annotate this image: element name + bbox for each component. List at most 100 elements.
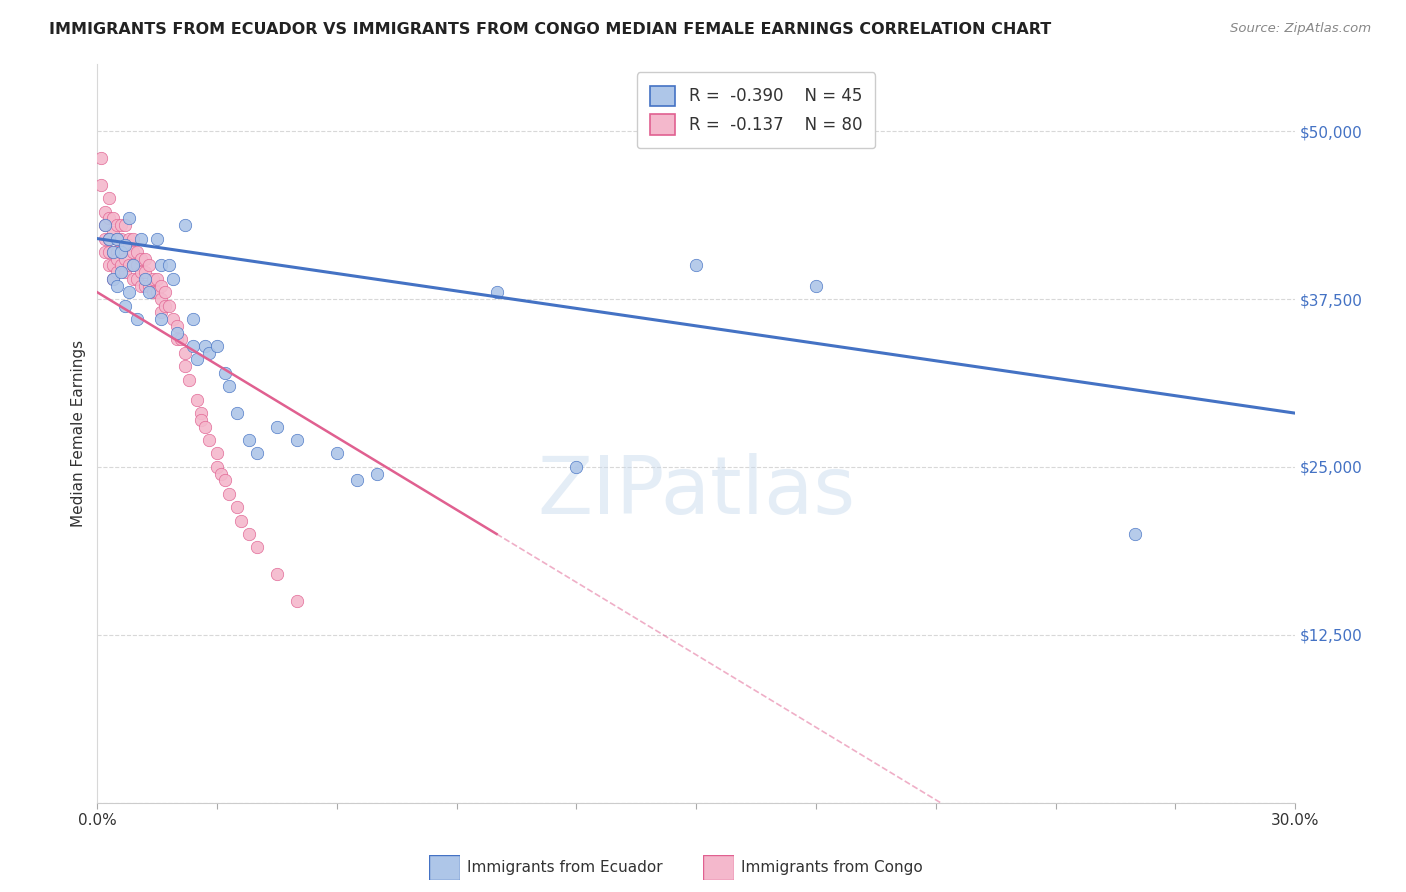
Point bbox=[129, 278, 152, 293]
Point bbox=[146, 272, 169, 286]
Point bbox=[246, 541, 269, 555]
Point bbox=[110, 245, 132, 260]
Legend: R =  -0.390    N = 45, R =  -0.137    N = 80: R = -0.390 N = 45, R = -0.137 N = 80 bbox=[637, 72, 876, 148]
Point bbox=[105, 245, 128, 260]
Y-axis label: Median Female Earnings: Median Female Earnings bbox=[72, 340, 86, 527]
Point bbox=[127, 259, 149, 273]
Point bbox=[110, 265, 132, 279]
Point bbox=[114, 238, 136, 252]
Point bbox=[105, 278, 128, 293]
Point bbox=[565, 459, 588, 474]
Point bbox=[90, 151, 112, 165]
Point bbox=[346, 473, 368, 487]
Point bbox=[114, 265, 136, 279]
Point bbox=[105, 218, 128, 232]
Point bbox=[122, 259, 145, 273]
Point bbox=[226, 500, 249, 515]
Point bbox=[266, 567, 288, 582]
Point bbox=[122, 259, 145, 273]
Point bbox=[94, 231, 117, 245]
Point bbox=[229, 514, 252, 528]
Point bbox=[226, 406, 249, 420]
Point bbox=[138, 285, 160, 300]
Point bbox=[198, 345, 221, 359]
Text: IMMIGRANTS FROM ECUADOR VS IMMIGRANTS FROM CONGO MEDIAN FEMALE EARNINGS CORRELAT: IMMIGRANTS FROM ECUADOR VS IMMIGRANTS FR… bbox=[49, 22, 1052, 37]
Point bbox=[103, 272, 125, 286]
Point bbox=[98, 231, 121, 245]
Point bbox=[105, 231, 128, 245]
Point bbox=[138, 278, 160, 293]
Point bbox=[98, 211, 121, 226]
Point bbox=[150, 278, 173, 293]
Point bbox=[98, 231, 121, 245]
Point bbox=[214, 366, 236, 380]
Point bbox=[155, 285, 177, 300]
Point bbox=[94, 218, 117, 232]
Point bbox=[285, 594, 308, 608]
Point bbox=[366, 467, 388, 481]
Point bbox=[181, 339, 204, 353]
Point bbox=[142, 272, 165, 286]
Point bbox=[118, 238, 141, 252]
Point bbox=[127, 272, 149, 286]
Point bbox=[98, 245, 121, 260]
Point bbox=[94, 218, 117, 232]
Point bbox=[114, 238, 136, 252]
Point bbox=[122, 272, 145, 286]
Point bbox=[110, 218, 132, 232]
Point bbox=[162, 272, 184, 286]
Point bbox=[118, 285, 141, 300]
Point bbox=[285, 433, 308, 447]
Point bbox=[134, 278, 156, 293]
Text: Immigrants from Ecuador: Immigrants from Ecuador bbox=[467, 860, 662, 874]
Point bbox=[155, 299, 177, 313]
Point bbox=[103, 245, 125, 260]
Point bbox=[114, 218, 136, 232]
Point bbox=[150, 259, 173, 273]
Point bbox=[114, 252, 136, 266]
Point bbox=[179, 373, 201, 387]
Text: Source: ZipAtlas.com: Source: ZipAtlas.com bbox=[1230, 22, 1371, 36]
Point bbox=[118, 259, 141, 273]
Point bbox=[205, 446, 228, 460]
Point bbox=[326, 446, 349, 460]
Point bbox=[186, 352, 208, 367]
Point bbox=[129, 265, 152, 279]
Point bbox=[246, 446, 269, 460]
Point bbox=[194, 339, 217, 353]
Point bbox=[129, 252, 152, 266]
Point bbox=[103, 259, 125, 273]
Point bbox=[134, 265, 156, 279]
Point bbox=[127, 312, 149, 326]
Point bbox=[1125, 527, 1147, 541]
Point bbox=[166, 326, 188, 340]
Point bbox=[94, 245, 117, 260]
Point bbox=[122, 245, 145, 260]
Point bbox=[150, 292, 173, 306]
Point bbox=[110, 259, 132, 273]
Point bbox=[134, 252, 156, 266]
Point bbox=[174, 218, 197, 232]
Point bbox=[129, 231, 152, 245]
Point bbox=[205, 459, 228, 474]
Point bbox=[214, 473, 236, 487]
Point bbox=[804, 278, 827, 293]
Point bbox=[166, 332, 188, 346]
Point bbox=[190, 406, 212, 420]
Text: Immigrants from Congo: Immigrants from Congo bbox=[741, 860, 922, 874]
Point bbox=[134, 272, 156, 286]
Point bbox=[94, 204, 117, 219]
Point bbox=[98, 259, 121, 273]
Point bbox=[103, 225, 125, 239]
Point bbox=[157, 299, 180, 313]
Point bbox=[105, 265, 128, 279]
Point bbox=[238, 433, 260, 447]
Point bbox=[105, 252, 128, 266]
Point bbox=[166, 318, 188, 333]
Point bbox=[103, 245, 125, 260]
Point bbox=[110, 245, 132, 260]
Point bbox=[146, 231, 169, 245]
Point bbox=[266, 419, 288, 434]
Point bbox=[118, 211, 141, 226]
Point bbox=[127, 245, 149, 260]
